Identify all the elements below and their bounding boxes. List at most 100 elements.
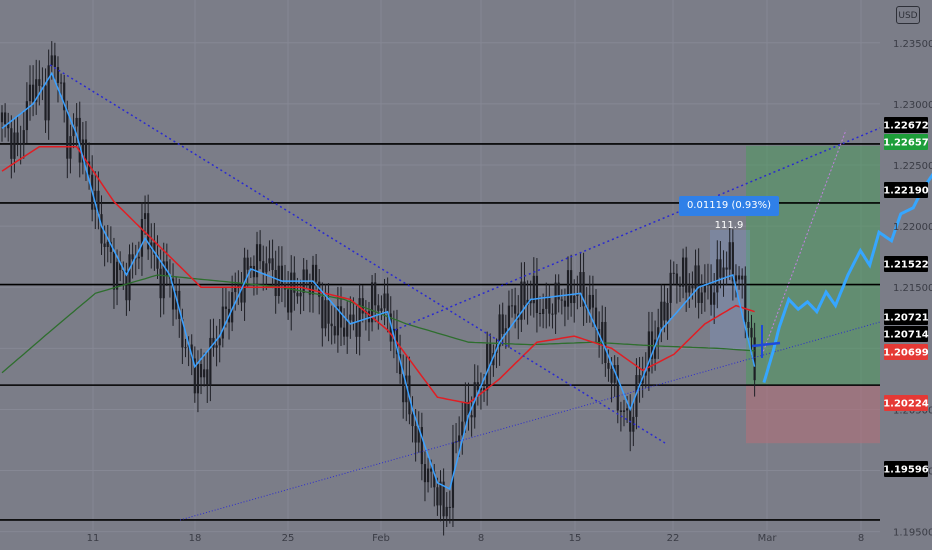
candle-body: [103, 243, 106, 247]
price-tag-label: 1.21522: [883, 260, 929, 271]
candle-body: [112, 251, 116, 290]
candle-body: [545, 296, 548, 309]
candle-body: [255, 244, 259, 278]
candle-body: [610, 368, 613, 383]
candle-body: [737, 275, 741, 280]
candle-body: [713, 292, 716, 305]
price-tag: [884, 309, 928, 325]
candle-body: [66, 110, 69, 159]
price-tags: 1.22672 1.22657 1.22190 1.21522 1.20721 1.207…: [883, 117, 929, 477]
candle-body: [361, 298, 364, 314]
price-tick-label: 1.21500: [893, 283, 932, 294]
candle-body: [315, 264, 318, 282]
candle-body: [44, 85, 47, 121]
candle-body: [75, 117, 78, 127]
candle-body: [489, 343, 492, 366]
candle-body: [722, 267, 725, 278]
candle-body: [178, 290, 181, 319]
candle-body: [458, 435, 461, 442]
measure-label: 0.01119 (0.93%) 111.9: [679, 196, 779, 231]
candle-body: [38, 79, 41, 86]
moving-averages: [1, 71, 756, 490]
time-tick-label: 25: [282, 533, 295, 544]
candle-body: [374, 282, 377, 306]
candle-body: [16, 132, 19, 144]
candle-body: [383, 293, 386, 309]
candle-body: [560, 299, 563, 301]
candle-body: [140, 219, 144, 257]
trend-lines[interactable]: [49, 64, 881, 521]
candle-body: [700, 292, 703, 303]
candle-body: [448, 506, 451, 508]
candle-body: [579, 272, 582, 294]
downtrend-line: [49, 64, 666, 444]
candle-body: [694, 265, 697, 289]
candle-body: [308, 281, 311, 295]
candle-body: [115, 261, 119, 290]
candle-body: [240, 283, 243, 303]
candle-body: [84, 139, 88, 162]
candle-body: [339, 306, 343, 328]
candle-body: [420, 427, 423, 465]
ma-green-line: [1, 274, 755, 374]
candle-body: [423, 464, 427, 483]
candle-body: [598, 328, 601, 345]
candle-body: [753, 337, 756, 381]
candle-body: [349, 314, 352, 321]
candle-body: [50, 55, 53, 66]
candle-body: [147, 213, 150, 250]
candle-body: [607, 363, 610, 369]
time-tick-label: 22: [667, 533, 680, 544]
price-tick-label: 1.23000: [893, 100, 932, 111]
candle-body: [747, 321, 750, 328]
ma-red-line: [1, 145, 755, 405]
currency-button[interactable]: USD: [896, 6, 920, 24]
price-tick-label: 1.19500: [893, 528, 932, 539]
candle-body: [557, 282, 560, 300]
candle-body: [78, 117, 81, 163]
price-tag-label: 1.22657: [883, 138, 929, 149]
candle-body: [193, 358, 196, 394]
price-tag-label: 1.19596: [883, 465, 929, 476]
candle-body: [588, 294, 591, 310]
candle-body: [467, 401, 470, 416]
candle-body: [591, 294, 594, 308]
candle-body: [274, 270, 277, 297]
candle-body: [56, 67, 60, 83]
candle-body: [725, 267, 728, 270]
candle-body: [231, 292, 234, 323]
candle-body: [25, 101, 28, 131]
price-tag: [884, 134, 928, 150]
price-tag: [884, 461, 928, 477]
candle-body: [262, 261, 265, 273]
candle-body: [215, 345, 218, 348]
candle-body: [41, 85, 44, 87]
candle-body: [4, 112, 7, 125]
candle-body: [389, 313, 392, 342]
candle-body: [479, 388, 483, 391]
candle-body: [678, 284, 682, 287]
time-tick-label: 8: [858, 533, 864, 544]
candle-body: [159, 268, 162, 299]
candle-body: [277, 265, 280, 297]
candle-body: [143, 213, 147, 220]
candle-body: [501, 314, 504, 334]
candle-body: [196, 364, 200, 394]
candle-body: [411, 414, 414, 427]
candle-body: [131, 254, 134, 260]
candle-body: [206, 369, 209, 385]
candle-body: [156, 254, 159, 269]
candle-body: [293, 272, 296, 293]
candle-body: [436, 487, 439, 506]
candle-body: [290, 272, 293, 313]
candle-body: [728, 242, 731, 270]
candle-body: [265, 263, 268, 273]
candle-body: [492, 353, 495, 366]
candle-body: [333, 326, 336, 336]
candle-body: [594, 307, 598, 329]
candle-body: [697, 265, 700, 303]
candle-body: [346, 320, 349, 337]
projection: [751, 129, 932, 384]
candle-body: [734, 275, 738, 282]
